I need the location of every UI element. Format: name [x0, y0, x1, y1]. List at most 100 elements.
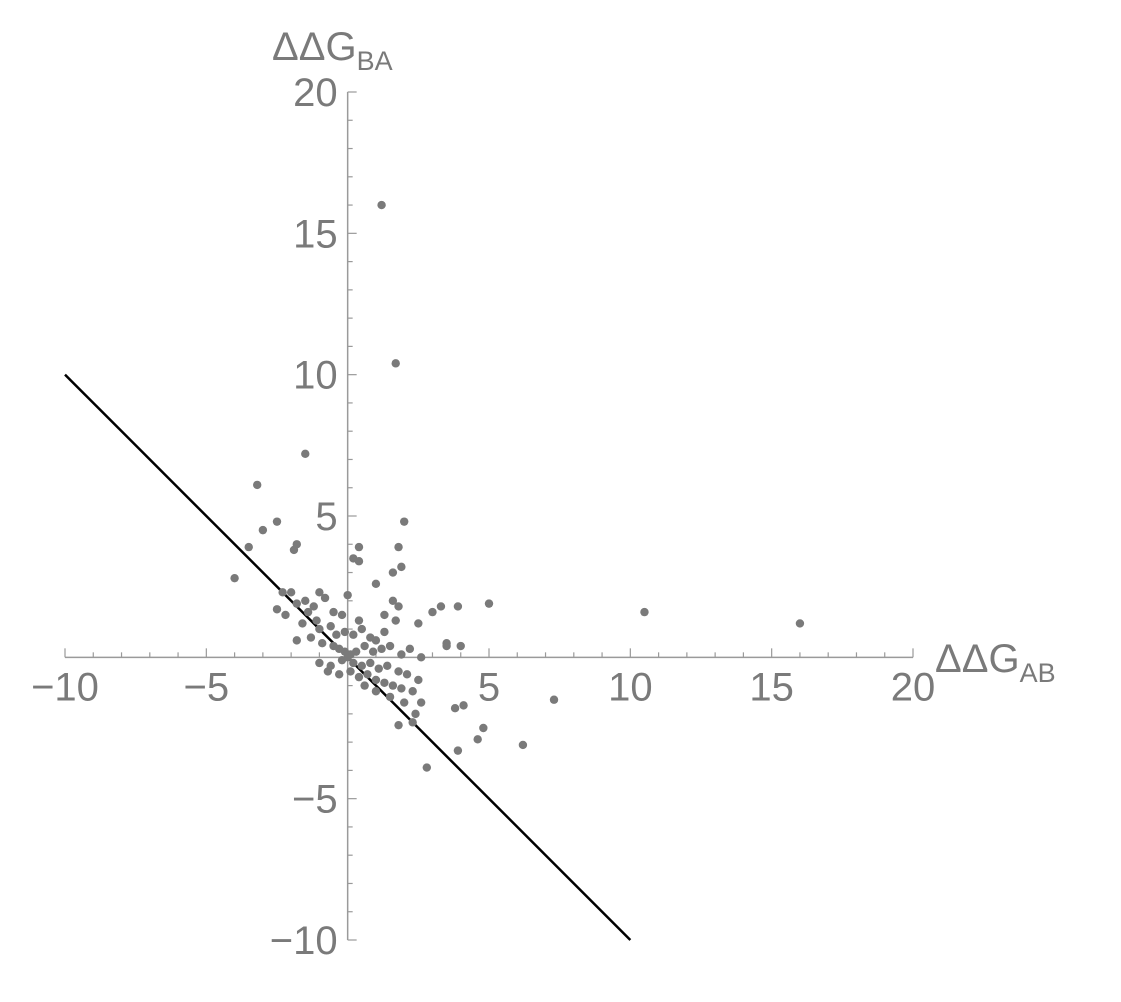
- data-point: [346, 667, 355, 676]
- data-point: [383, 661, 392, 671]
- data-point: [315, 658, 324, 668]
- data-point: [640, 607, 649, 617]
- data-point: [414, 675, 423, 685]
- data-point: [272, 517, 282, 526]
- data-point: [371, 636, 381, 645]
- data-point: [388, 568, 398, 577]
- data-point: [244, 542, 253, 552]
- data-point: [354, 672, 364, 682]
- x-tick-labels: −10 −5 5 10 15 20: [31, 665, 935, 709]
- tick-marks: [64, 91, 914, 941]
- data-point: [377, 644, 386, 654]
- data-point: [329, 607, 338, 617]
- data-point: [397, 684, 406, 693]
- data-point: [416, 698, 426, 707]
- data-point: [408, 687, 417, 696]
- data-point: [360, 681, 369, 690]
- data-point: [374, 664, 383, 673]
- data-point: [459, 701, 468, 710]
- data-point: [484, 599, 494, 608]
- data-point: [479, 723, 488, 733]
- data-point: [281, 610, 290, 620]
- data-point: [380, 627, 389, 637]
- data-point: [292, 599, 301, 608]
- y-tick-label: 10: [293, 354, 338, 398]
- data-point: [363, 670, 372, 679]
- data-point: [388, 596, 398, 605]
- data-point: [351, 647, 361, 656]
- data-point: [298, 619, 307, 628]
- data-point: [422, 763, 432, 772]
- data-point: [518, 740, 528, 750]
- data-point: [428, 607, 437, 617]
- data-point: [400, 698, 409, 707]
- data-point: [306, 633, 316, 642]
- data-point: [394, 602, 403, 611]
- x-tick-label: 20: [891, 665, 936, 709]
- x-tick-label: −5: [184, 665, 230, 709]
- x-axis-title-main: ΔΔG: [935, 637, 1020, 681]
- data-point: [357, 624, 366, 634]
- x-tick-label: 10: [608, 665, 653, 709]
- data-point: [436, 602, 446, 611]
- data-point: [377, 200, 386, 210]
- axes: −10 −5 5 10 15 20 −10 −5 5 10 15 20: [31, 71, 935, 963]
- data-point: [473, 735, 482, 744]
- data-point: [354, 542, 364, 552]
- data-point: [394, 542, 403, 552]
- data-point: [366, 658, 375, 668]
- y-axis-title-subscript: BA: [357, 46, 393, 76]
- data-point: [309, 602, 318, 611]
- data-point: [337, 610, 347, 620]
- y-tick-label: 20: [293, 71, 338, 115]
- data-point: [340, 627, 350, 637]
- data-point: [326, 622, 335, 631]
- data-point: [385, 641, 395, 651]
- data-point: [315, 588, 324, 597]
- data-point: [334, 670, 344, 679]
- data-point: [301, 596, 310, 605]
- data-point: [380, 678, 389, 687]
- data-point: [380, 610, 389, 620]
- x-tick-label: −10: [31, 665, 99, 709]
- x-axis-title-subscript: AB: [1020, 658, 1056, 688]
- data-point: [315, 624, 324, 634]
- data-point: [289, 545, 299, 555]
- data-point: [230, 573, 239, 583]
- y-tick-label: 5: [315, 495, 337, 539]
- data-point: [349, 658, 358, 668]
- data-point: [453, 746, 463, 755]
- data-point: [394, 667, 403, 676]
- data-point: [453, 602, 463, 611]
- x-axis-title: ΔΔGAB: [935, 637, 1056, 688]
- data-point: [411, 709, 420, 719]
- data-point: [442, 641, 451, 651]
- y-tick-labels: −10 −5 5 10 15 20: [270, 71, 338, 963]
- data-point: [354, 616, 364, 625]
- data-point: [303, 607, 313, 617]
- data-point: [301, 449, 310, 459]
- data-point: [795, 619, 805, 628]
- data-point: [258, 525, 268, 535]
- data-point: [272, 605, 282, 614]
- data-point: [391, 359, 400, 368]
- data-point: [286, 588, 296, 597]
- data-point: [388, 681, 398, 690]
- data-point: [391, 616, 400, 625]
- y-axis-title: ΔΔGBA: [272, 25, 393, 76]
- y-axis-title-main: ΔΔG: [272, 25, 357, 69]
- data-point: [354, 557, 364, 566]
- data-point: [456, 641, 465, 651]
- data-point: [450, 704, 460, 713]
- x-tick-label: 15: [749, 665, 794, 709]
- data-point: [357, 661, 366, 671]
- data-point: [323, 667, 333, 676]
- data-point: [394, 720, 403, 730]
- data-point: [371, 675, 381, 685]
- data-point: [385, 692, 395, 702]
- data-point: [312, 616, 321, 625]
- data-point: [337, 655, 347, 665]
- data-point: [400, 517, 409, 526]
- data-point: [397, 562, 406, 572]
